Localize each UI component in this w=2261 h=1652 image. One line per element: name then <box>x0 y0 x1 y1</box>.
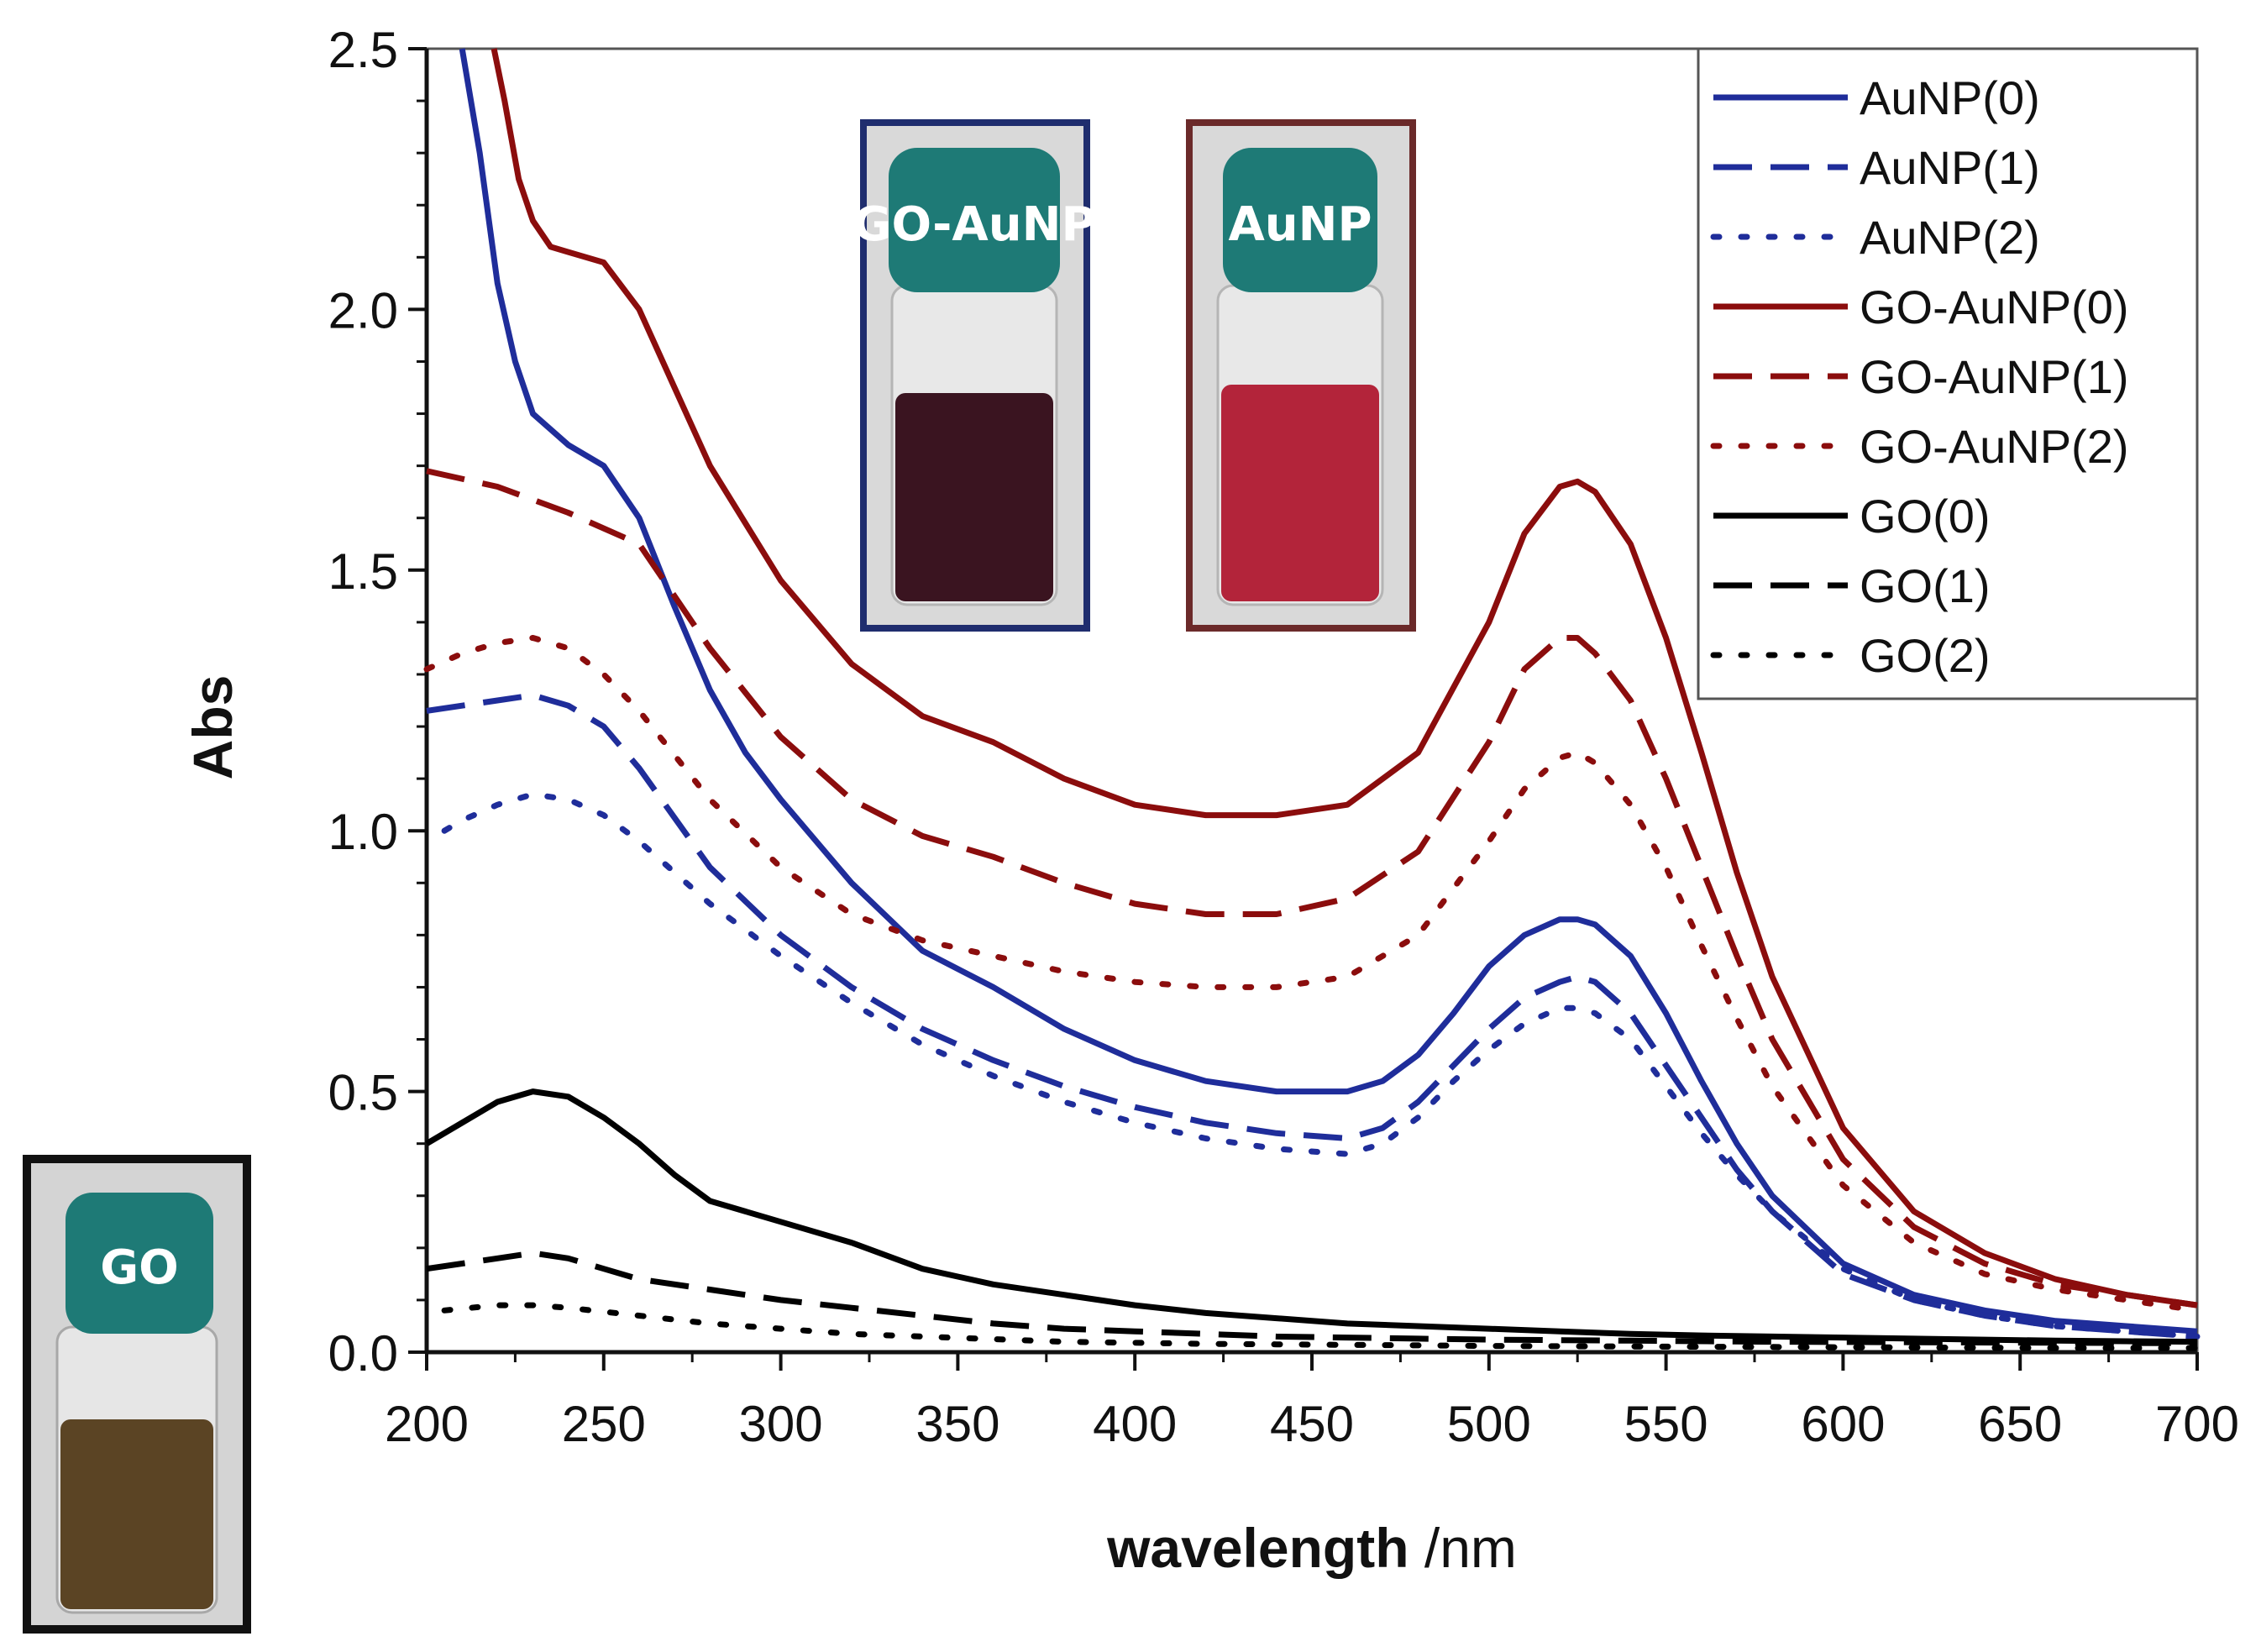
inset-vial-go: GO <box>23 1155 251 1634</box>
x-tick-label: 200 <box>385 1396 469 1452</box>
x-tick-label: 300 <box>739 1396 823 1452</box>
y-axis-title: Abs <box>181 675 244 780</box>
x-tick-label: 500 <box>1447 1396 1531 1452</box>
series-line <box>441 791 2201 1340</box>
legend: AuNP(0) AuNP(1) AuNP(2) GO-AuNP(0) GO-AuNP(1… <box>1697 47 2199 700</box>
axis-ticks <box>408 47 2199 1371</box>
x-axis-title-unit: /nm <box>1409 1517 1517 1579</box>
x-axis-title-main: wavelength <box>1106 1517 1409 1579</box>
series-line <box>426 1250 2198 1346</box>
x-tick-label: 550 <box>1624 1396 1708 1452</box>
y-tick-label: 0.5 <box>328 1065 398 1121</box>
y-tick-label: 0.0 <box>328 1325 398 1382</box>
y-tick-label: 1.5 <box>328 543 398 600</box>
legend-label: GO(2) <box>1860 629 1991 682</box>
inset-vial-go-aunp: GO-AuNP <box>853 119 1096 632</box>
series-lines <box>423 48 2201 1351</box>
legend-label: GO(1) <box>1860 559 1991 612</box>
x-tick-label: 350 <box>915 1396 999 1452</box>
series-line <box>426 692 2198 1340</box>
legend-label: AuNP(0) <box>1860 71 2040 124</box>
legend-label: GO(0) <box>1860 490 1991 543</box>
vial-liquid <box>60 1419 213 1609</box>
x-tick-label: 700 <box>2155 1396 2239 1452</box>
vial-cap <box>66 1193 213 1334</box>
y-tick-label: 2.5 <box>328 22 398 78</box>
axis-tick-labels: 200 250 300 350 400 450 500 550 600 650 700 0.0 0.5 1… <box>328 22 2239 1452</box>
vial-liquid <box>1221 385 1379 601</box>
x-axis-title: wavelength /nm <box>1106 1517 1517 1579</box>
legend-label: AuNP(1) <box>1860 141 2040 194</box>
x-tick-label: 600 <box>1801 1396 1885 1452</box>
legend-label: GO-AuNP(1) <box>1860 350 2129 403</box>
x-tick-label: 250 <box>562 1396 646 1452</box>
inset-vial-aunp: AuNP <box>1186 119 1416 632</box>
y-tick-label: 1.0 <box>328 804 398 860</box>
vial-cap <box>1223 148 1377 292</box>
vial-label: GO <box>100 1240 179 1295</box>
series-line <box>425 1088 2198 1345</box>
vial-liquid <box>895 393 1053 601</box>
series-line <box>426 468 2198 1308</box>
x-tick-label: 450 <box>1270 1396 1354 1452</box>
series-line <box>459 48 2198 1335</box>
series-line <box>423 635 2201 1314</box>
y-tick-label: 2.0 <box>328 282 398 338</box>
legend-label: GO-AuNP(0) <box>1860 281 2129 333</box>
legend-label: AuNP(2) <box>1860 211 2040 264</box>
vial-label: AuNP <box>1228 197 1372 252</box>
vial-label: GO-AuNP <box>853 197 1096 252</box>
series-line <box>490 48 2198 1308</box>
vial-cap <box>889 148 1060 292</box>
x-tick-label: 400 <box>1093 1396 1177 1452</box>
x-tick-label: 650 <box>1978 1396 2062 1452</box>
legend-label: GO-AuNP(2) <box>1860 420 2129 473</box>
